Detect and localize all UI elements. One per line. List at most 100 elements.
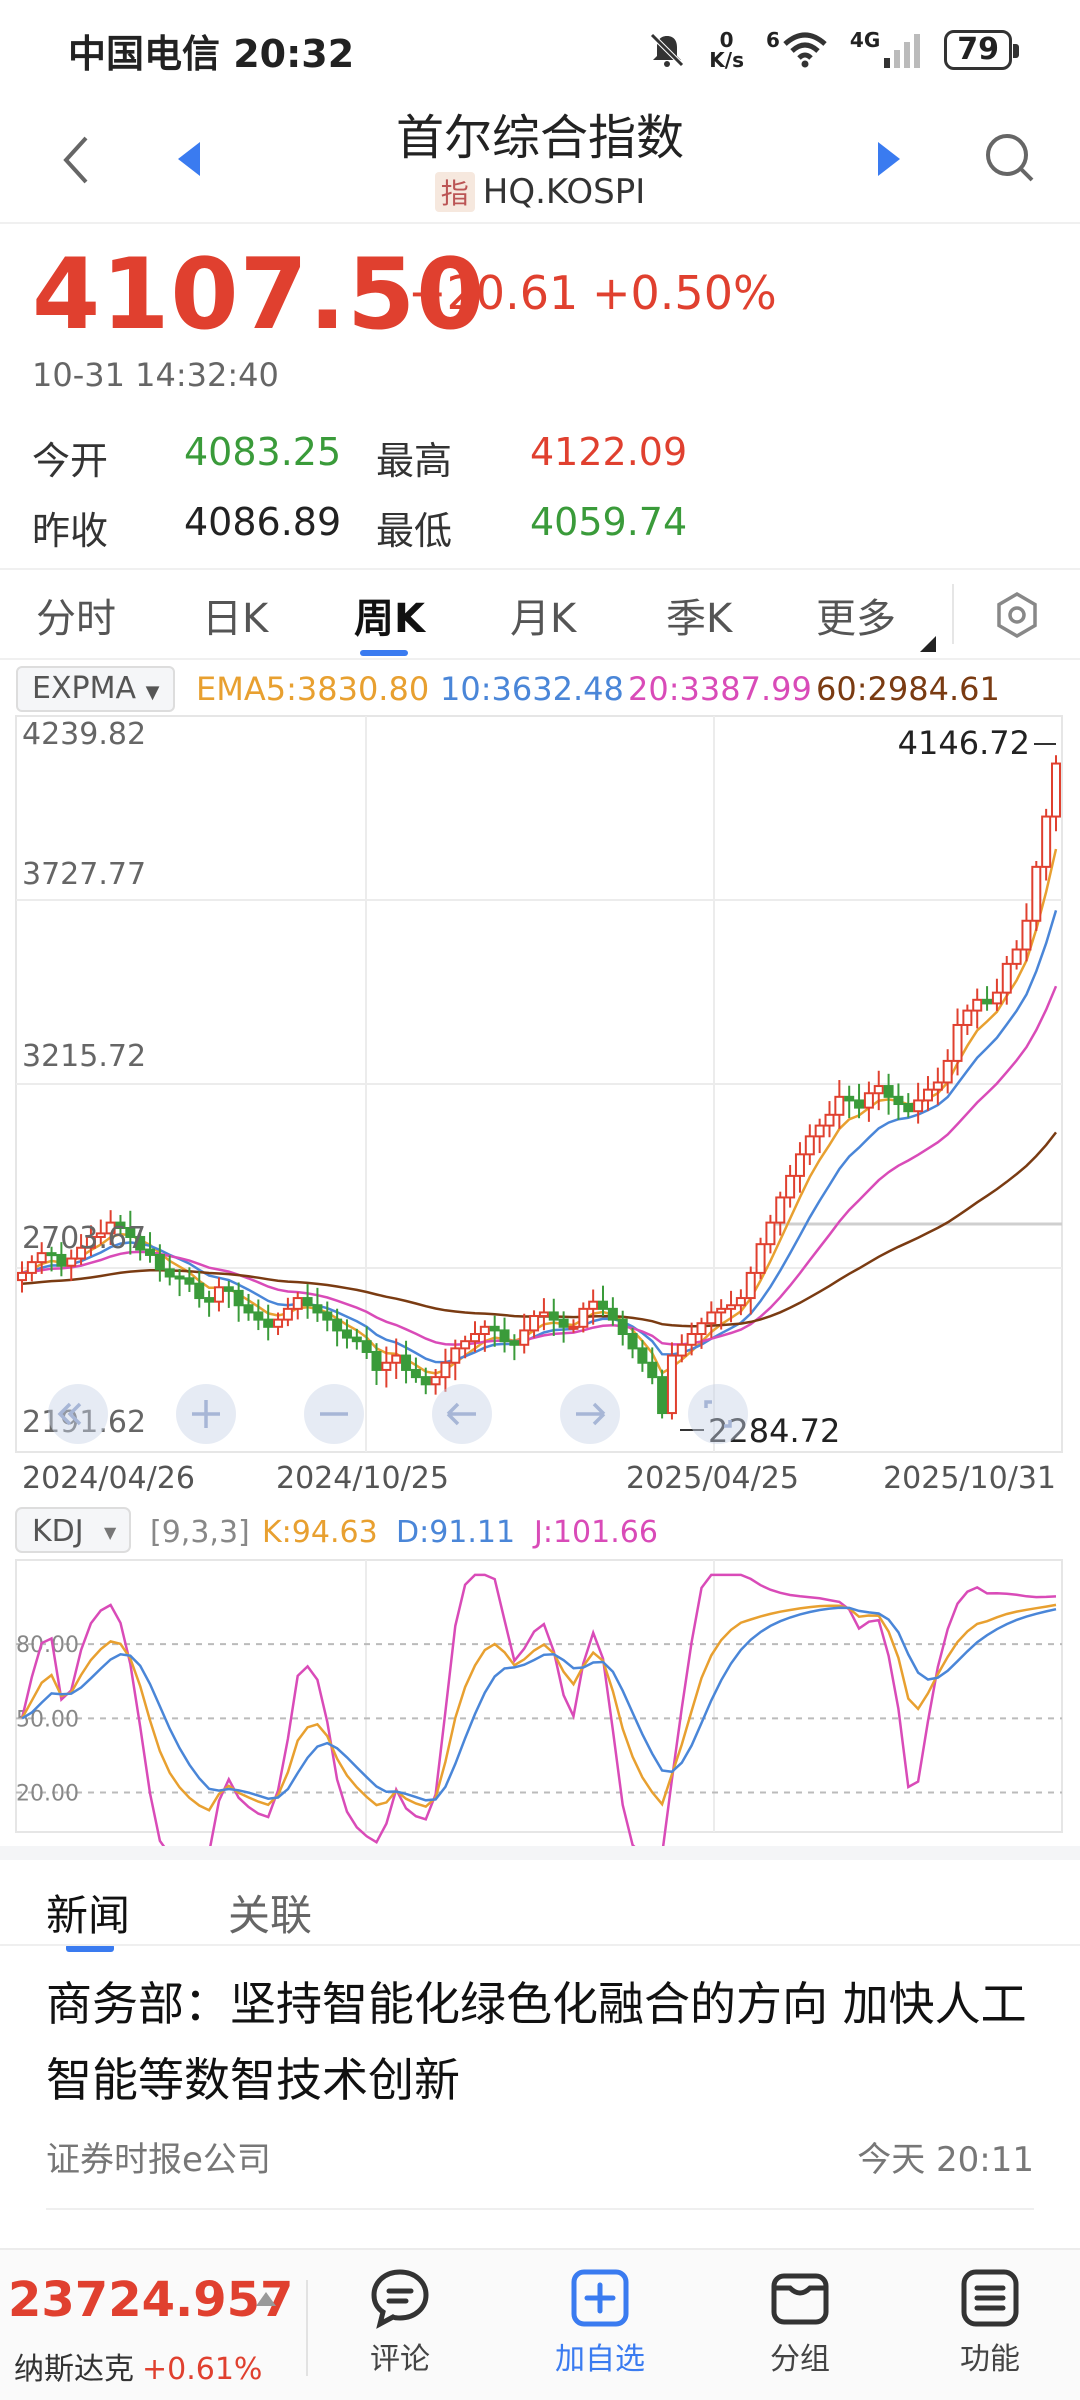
candle-up	[381, 1361, 392, 1371]
candle-up	[991, 991, 1002, 1005]
header: 首尔综合指数 指 HQ.KOSPI	[0, 100, 1080, 222]
candle-down	[627, 1333, 638, 1350]
kdj-params: [9,3,3]	[150, 1515, 250, 1550]
candle-down	[184, 1277, 195, 1285]
current-price: 4107.50	[32, 238, 486, 352]
kdj-frame	[15, 1559, 1063, 1833]
ticker-price[interactable]: 23724.957	[8, 2272, 294, 2328]
net-speed-unit: K/s	[709, 48, 744, 72]
candle-up	[588, 1300, 599, 1310]
ticker-percent: +0.61%	[142, 2352, 263, 2387]
news-time: 今天 20:11	[857, 2140, 1034, 2180]
ema10-line	[21, 910, 1058, 1364]
tab-weekly-k[interactable]: 周K	[354, 596, 425, 642]
candle-up	[538, 1311, 549, 1318]
candle-up	[913, 1099, 924, 1113]
x-axis-label: 2024/10/25	[276, 1461, 449, 1496]
ema60-line	[21, 1131, 1057, 1328]
zoom-in-icon[interactable]	[176, 1384, 236, 1444]
kdj-select[interactable]	[15, 1507, 131, 1553]
candle-down	[46, 1252, 57, 1257]
kline-chart[interactable]: 4239.82 3727.77 3215.72 2703.67 2191.62 2024/…	[0, 700, 1080, 1856]
chevron-down-icon: ▼	[104, 1523, 117, 1542]
candle-down	[854, 1099, 865, 1109]
tab-quarterly-k[interactable]: 季K	[666, 596, 733, 642]
function-button[interactable]: 功能	[930, 2266, 1050, 2378]
candle-up	[794, 1153, 805, 1177]
next-stock-icon[interactable]	[878, 142, 900, 176]
fullscreen-icon[interactable]	[688, 1384, 748, 1444]
net-speed: 0 K/s	[709, 30, 744, 70]
ticker-name[interactable]: 纳斯达克 +0.61%	[14, 2344, 262, 2388]
candle-up	[292, 1297, 303, 1310]
stock-code-text: HQ.KOSPI	[482, 172, 646, 212]
settings-icon[interactable]	[992, 590, 1042, 640]
ema5-line	[21, 848, 1058, 1375]
tab-separator	[952, 584, 954, 644]
candle-up	[873, 1085, 884, 1095]
fullscreen-icon-glyph	[704, 1400, 732, 1428]
add-watchlist-icon	[571, 2269, 629, 2327]
candle-up	[765, 1221, 776, 1246]
candle-up	[1021, 919, 1032, 951]
candle-down	[332, 1318, 343, 1332]
candle-up	[952, 1023, 963, 1062]
fast-back-icon[interactable]	[48, 1384, 108, 1444]
fast-back-icon-bg	[48, 1384, 108, 1444]
candle-down	[204, 1297, 215, 1303]
candle-up	[726, 1304, 737, 1310]
kdj-level-label: 20.00	[16, 1782, 79, 1807]
y-axis-label: 3215.72	[22, 1039, 146, 1074]
back-arrow-icon[interactable]	[52, 130, 102, 190]
tab-daily-k[interactable]: 日K	[202, 596, 269, 642]
candle-up	[942, 1059, 953, 1084]
candle-up	[666, 1354, 677, 1415]
candle-up	[460, 1340, 471, 1350]
y-axis-label: 4239.82	[22, 717, 146, 752]
candle-up	[76, 1246, 87, 1260]
candle-down	[607, 1307, 618, 1321]
tab-intraday[interactable]: 分时	[36, 596, 116, 642]
scroll-right-icon-glyph	[576, 1402, 606, 1426]
candle-down	[341, 1329, 352, 1339]
ema20-line	[21, 985, 1058, 1346]
tab-monthly-k[interactable]: 月K	[510, 596, 577, 642]
candle-down	[312, 1304, 323, 1314]
candle-down	[844, 1095, 855, 1102]
group-button[interactable]: 分组	[740, 2266, 860, 2378]
ema60-value: 60:2984.61	[816, 670, 1000, 708]
wifi-badge: 6	[765, 28, 780, 52]
indicator-select[interactable]: EXPMA ▼	[16, 666, 176, 712]
candle-down	[617, 1318, 628, 1335]
candle-up	[755, 1243, 766, 1274]
add-watchlist-button[interactable]: 加自选	[540, 2266, 660, 2378]
tab-related[interactable]: 关联	[228, 1891, 313, 1940]
signal-label: 4G	[849, 28, 881, 52]
tab-news[interactable]: 新闻	[46, 1891, 131, 1940]
zoom-out-icon[interactable]	[304, 1384, 364, 1444]
chart-area: 4239.82 3727.77 3215.72 2703.67 2191.62 2024/…	[0, 700, 1080, 1856]
news-tabs: 新闻 关联	[0, 1846, 1080, 1952]
candle-down	[115, 1221, 126, 1229]
candle-down	[223, 1286, 234, 1292]
news-headline[interactable]: 商务部：坚持智能化绿色化融合的方向 加快人工智能等数智技术创新	[46, 1977, 1027, 2107]
candle-down	[194, 1282, 205, 1300]
net-speed-value: 0	[719, 28, 734, 52]
candle-down	[174, 1275, 185, 1280]
scroll-right-icon[interactable]	[560, 1384, 620, 1444]
comment-button[interactable]: 评论	[340, 2266, 460, 2378]
kdj-d-line	[21, 1606, 1057, 1802]
bottom-bar: 23724.957 纳斯达克 +0.61% 评论 加自选 分组	[0, 2248, 1080, 2400]
prev-stock-icon[interactable]	[178, 142, 200, 176]
candle-up	[745, 1271, 756, 1300]
battery-icon: 79	[944, 30, 1019, 70]
candle-down	[883, 1085, 894, 1098]
tab-more[interactable]: 更多	[816, 596, 896, 642]
scroll-left-icon[interactable]	[432, 1384, 492, 1444]
fast-back-icon-glyph	[57, 1402, 82, 1426]
candle-up	[1051, 762, 1061, 818]
candle-down	[322, 1311, 333, 1321]
search-icon[interactable]	[984, 132, 1036, 184]
ticker-expand-icon[interactable]	[256, 2292, 276, 2306]
candle-up	[568, 1325, 579, 1330]
